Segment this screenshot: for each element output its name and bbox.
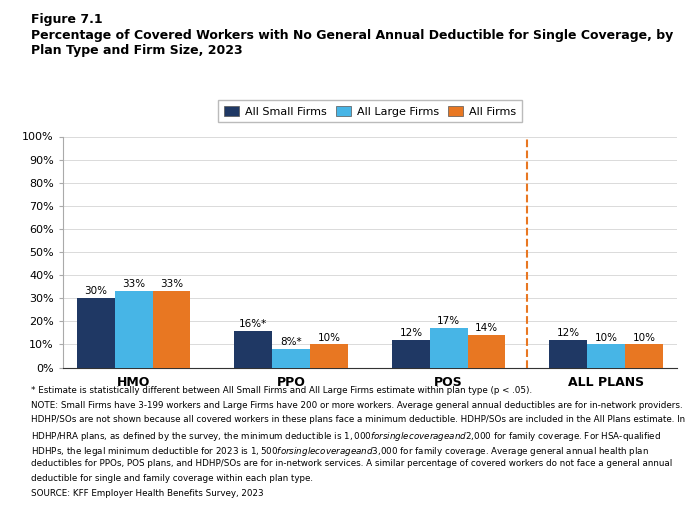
Bar [77, 298, 114, 368]
Bar [153, 291, 191, 367]
Text: 10%: 10% [595, 332, 618, 342]
Bar [587, 344, 625, 368]
Text: 10%: 10% [632, 332, 655, 342]
Bar [392, 340, 430, 368]
Text: 8%*: 8%* [281, 337, 302, 347]
Text: 12%: 12% [399, 328, 422, 338]
Bar [468, 335, 505, 367]
Text: HDHPs, the legal minimum deductible for 2023 is $1,500 for single coverage and $: HDHPs, the legal minimum deductible for … [31, 445, 649, 458]
Text: deductible for single and family coverage within each plan type.: deductible for single and family coverag… [31, 474, 313, 483]
Legend: All Small Firms, All Large Firms, All Firms: All Small Firms, All Large Firms, All Fi… [218, 100, 521, 122]
Text: Percentage of Covered Workers with No General Annual Deductible for Single Cover: Percentage of Covered Workers with No Ge… [31, 29, 674, 57]
Bar [310, 344, 348, 368]
Text: 33%: 33% [160, 279, 183, 289]
Text: HDHP/SOs are not shown because all covered workers in these plans face a minimum: HDHP/SOs are not shown because all cover… [31, 415, 685, 424]
Text: 17%: 17% [437, 317, 460, 327]
Text: 33%: 33% [122, 279, 145, 289]
Bar [235, 331, 272, 368]
Bar [549, 340, 587, 368]
Text: 16%*: 16%* [239, 319, 267, 329]
Bar [272, 349, 310, 367]
Text: 12%: 12% [557, 328, 580, 338]
Text: NOTE: Small Firms have 3-199 workers and Large Firms have 200 or more workers. A: NOTE: Small Firms have 3-199 workers and… [31, 401, 683, 410]
Text: * Estimate is statistically different between All Small Firms and All Large Firm: * Estimate is statistically different be… [31, 386, 533, 395]
Text: Figure 7.1: Figure 7.1 [31, 13, 103, 26]
Bar [114, 291, 153, 367]
Text: 30%: 30% [84, 286, 107, 296]
Text: HDHP/HRA plans, as defined by the survey, the minimum deductible is $1,000 for s: HDHP/HRA plans, as defined by the survey… [31, 430, 662, 443]
Text: SOURCE: KFF Employer Health Benefits Survey, 2023: SOURCE: KFF Employer Health Benefits Sur… [31, 489, 264, 498]
Text: 10%: 10% [318, 332, 341, 342]
Text: deductibles for PPOs, POS plans, and HDHP/SOs are for in-network services. A sim: deductibles for PPOs, POS plans, and HDH… [31, 459, 673, 468]
Bar [430, 328, 468, 368]
Text: 14%: 14% [475, 323, 498, 333]
Bar [625, 344, 663, 368]
